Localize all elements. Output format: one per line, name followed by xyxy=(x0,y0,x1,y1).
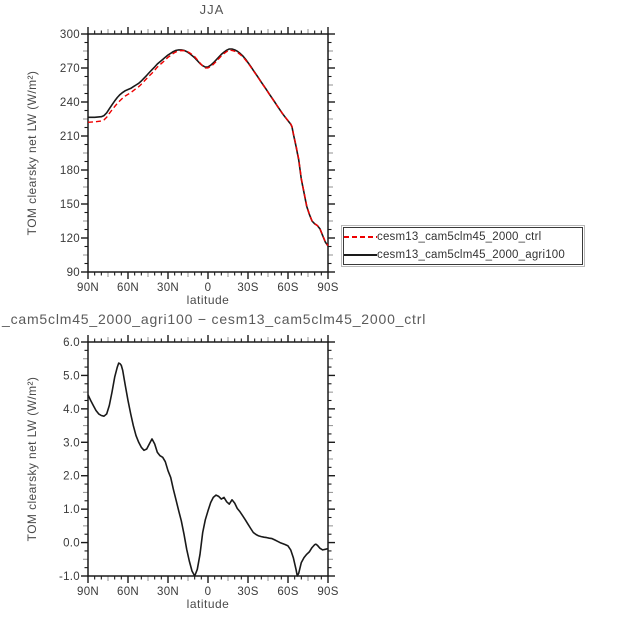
y-tick-label: 5.0 xyxy=(63,370,80,382)
legend: cesm13_cam5clm45_2000_ctrl cesm13_cam5cl… xyxy=(341,225,585,267)
bottom-chart-x-axis-label: latitude xyxy=(186,597,230,611)
series-line xyxy=(88,48,329,247)
x-tick-label: 30S xyxy=(237,586,258,598)
y-tick-label: 210 xyxy=(60,131,80,143)
y-tick-label: 150 xyxy=(60,199,80,211)
x-tick-label: 60S xyxy=(277,586,298,598)
y-tick-label: 2.0 xyxy=(63,471,80,483)
bottom-chart-title: _cam5clm45_2000_agri100 − cesm13_cam5clm… xyxy=(2,311,427,327)
x-tick-label: 90N xyxy=(77,586,99,598)
y-tick-label: 3.0 xyxy=(63,437,80,449)
legend-entry-agri100: cesm13_cam5clm45_2000_agri100 xyxy=(344,246,582,264)
legend-label: cesm13_cam5clm45_2000_agri100 xyxy=(377,249,565,261)
x-tick-label: 90S xyxy=(317,586,338,598)
y-tick-label: 270 xyxy=(60,63,80,75)
y-tick-label: 1.0 xyxy=(63,504,80,516)
plot-area-border xyxy=(87,341,329,577)
x-tick-label: 90N xyxy=(77,282,99,294)
legend-label: cesm13_cam5clm45_2000_ctrl xyxy=(377,231,542,243)
top-chart-x-axis-label: latitude xyxy=(186,293,230,307)
plot-area-border xyxy=(87,33,329,273)
x-tick-label: 0 xyxy=(205,282,212,294)
chart-panel-0: 90N 60N 30N 0 30S 60S 90S 300 270 240 210 180 150 120… xyxy=(60,27,338,294)
y-tick-label: 4.0 xyxy=(63,404,80,416)
y-tick-label: 120 xyxy=(60,233,80,245)
x-tick-label: 30S xyxy=(237,282,258,294)
top-chart-title: JJA xyxy=(199,2,225,17)
y-tick-label: 6.0 xyxy=(63,337,80,349)
x-tick-label: 60N xyxy=(117,586,139,598)
y-tick-label: -1.0 xyxy=(59,571,80,583)
y-tick-label: 180 xyxy=(60,165,80,177)
x-tick-label: 60S xyxy=(277,282,298,294)
x-tick-label: 0 xyxy=(205,586,212,598)
series-line xyxy=(87,362,329,577)
series-line xyxy=(87,49,329,247)
x-tick-label: 30N xyxy=(157,586,179,598)
top-chart-y-axis-label: TOM clearsky net LW (W/m²) xyxy=(25,70,39,236)
x-tick-label: 30N xyxy=(157,282,179,294)
y-tick-label: 0.0 xyxy=(63,538,80,550)
bottom-chart-y-axis-label: TOM clearsky net LW (W/m²) xyxy=(25,376,39,542)
x-tick-label: 90S xyxy=(317,282,338,294)
legend-line-sample-dashed-red xyxy=(344,236,377,238)
y-tick-label: 240 xyxy=(60,97,80,109)
x-tick-label: 60N xyxy=(117,282,139,294)
y-tick-label: 300 xyxy=(60,29,80,41)
legend-entry-ctrl: cesm13_cam5clm45_2000_ctrl xyxy=(344,228,582,246)
chart-panel-1: 90N 60N 30N 0 30S 60S 90S 6.0 5.0 4.0 3.0 2.0 1.0 0.0… xyxy=(59,335,338,598)
legend-line-sample-solid-black xyxy=(344,254,377,256)
y-tick-label: 90 xyxy=(67,267,80,279)
